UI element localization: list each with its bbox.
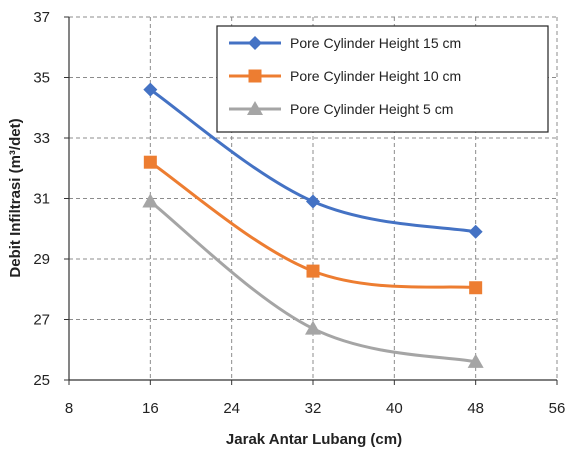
x-tick-label: 16 [142, 400, 159, 417]
series-3 [142, 193, 484, 368]
data-point [306, 194, 320, 209]
y-tick-label: 33 [33, 130, 50, 147]
legend-item: Pore Cylinder Height 10 cm [229, 68, 461, 84]
legend-item: Pore Cylinder Height 15 cm [229, 35, 461, 51]
legend: Pore Cylinder Height 15 cm Pore Cylinder … [216, 25, 549, 133]
legend-item: Pore Cylinder Height 5 cm [229, 101, 453, 117]
y-tick-label: 37 [33, 9, 50, 26]
y-tick-label: 29 [33, 251, 50, 268]
legend-label: Pore Cylinder Height 15 cm [290, 35, 461, 51]
x-tick-label: 32 [305, 400, 322, 417]
data-point [468, 224, 483, 239]
series-layer [142, 82, 484, 368]
legend-items: Pore Cylinder Height 15 cm Pore Cylinder … [229, 35, 461, 117]
x-axis-ticks: 8 16 24 32 40 48 56 [65, 380, 566, 417]
data-point [305, 320, 321, 335]
data-point [143, 155, 157, 169]
x-tick-label: 56 [549, 400, 566, 417]
y-tick-label: 27 [33, 312, 50, 329]
data-point [306, 264, 320, 278]
x-axis-title: Jarak Antar Lubang (cm) [226, 431, 402, 448]
data-point [142, 193, 159, 208]
legend-swatch-marker [248, 36, 262, 50]
y-tick-label: 25 [33, 372, 50, 389]
data-point [469, 281, 483, 295]
x-tick-label: 40 [386, 400, 403, 417]
legend-label: Pore Cylinder Height 10 cm [290, 68, 461, 84]
series-1 [143, 82, 483, 239]
data-point [143, 82, 158, 97]
legend-swatch-marker [248, 69, 262, 83]
y-tick-label: 35 [33, 70, 50, 87]
series-2 [143, 155, 483, 295]
x-tick-label: 24 [223, 400, 240, 417]
y-axis-ticks: 25 27 29 31 33 35 37 [33, 9, 69, 389]
legend-label: Pore Cylinder Height 5 cm [290, 101, 453, 117]
y-axis-title: Debit Infiltrasi (m³/det) [7, 118, 24, 277]
y-tick-label: 31 [33, 191, 50, 208]
legend-swatch-marker [247, 101, 263, 115]
data-point [467, 353, 484, 368]
x-tick-label: 48 [467, 400, 484, 417]
x-tick-label: 8 [65, 400, 73, 417]
